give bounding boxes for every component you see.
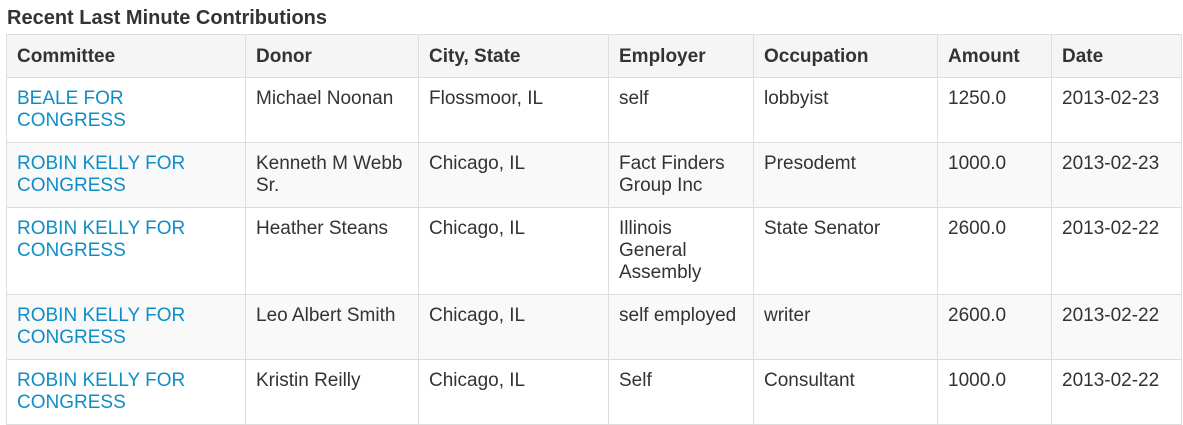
header-amount: Amount	[937, 34, 1052, 78]
header-donor: Donor	[245, 34, 419, 78]
cell-date: 2013-02-22	[1051, 207, 1182, 295]
cell-date: 2013-02-23	[1051, 142, 1182, 208]
committee-link[interactable]: BEALE FOR CONGRESS	[17, 88, 126, 131]
cell-amount: 1000.0	[937, 359, 1052, 425]
committee-link[interactable]: ROBIN KELLY FOR CONGRESS	[17, 370, 186, 413]
cell-committee: ROBIN KELLY FOR CONGRESS	[6, 294, 246, 360]
cell-date: 2013-02-23	[1051, 77, 1182, 143]
table-body: BEALE FOR CONGRESS Michael Noonan Flossm…	[6, 77, 1182, 425]
cell-employer: Illinois General Assembly	[608, 207, 754, 295]
cell-city-state: Chicago, IL	[418, 142, 609, 208]
cell-donor: Michael Noonan	[245, 77, 419, 143]
table-row: ROBIN KELLY FOR CONGRESS Kristin Reilly …	[6, 359, 1182, 425]
table-header: Committee Donor City, State Employer Occ…	[6, 34, 1182, 78]
table-row: ROBIN KELLY FOR CONGRESS Leo Albert Smit…	[6, 294, 1182, 360]
header-committee: Committee	[6, 34, 246, 78]
cell-employer: self	[608, 77, 754, 143]
cell-amount: 2600.0	[937, 207, 1052, 295]
section-title: Recent Last Minute Contributions	[7, 7, 327, 29]
cell-occupation: Presodemt	[753, 142, 938, 208]
header-occupation: Occupation	[753, 34, 938, 78]
cell-donor: Heather Steans	[245, 207, 419, 295]
contributions-table: Committee Donor City, State Employer Occ…	[6, 34, 1182, 425]
cell-city-state: Chicago, IL	[418, 294, 609, 360]
cell-amount: 2600.0	[937, 294, 1052, 360]
cell-committee: ROBIN KELLY FOR CONGRESS	[6, 142, 246, 208]
table-row: ROBIN KELLY FOR CONGRESS Heather Steans …	[6, 207, 1182, 295]
header-row: Committee Donor City, State Employer Occ…	[6, 34, 1182, 78]
committee-link[interactable]: ROBIN KELLY FOR CONGRESS	[17, 305, 186, 348]
header-date: Date	[1051, 34, 1182, 78]
cell-donor: Kenneth M Webb Sr.	[245, 142, 419, 208]
cell-committee: ROBIN KELLY FOR CONGRESS	[6, 359, 246, 425]
cell-date: 2013-02-22	[1051, 294, 1182, 360]
table-row: BEALE FOR CONGRESS Michael Noonan Flossm…	[6, 77, 1182, 143]
cell-occupation: Consultant	[753, 359, 938, 425]
cell-amount: 1250.0	[937, 77, 1052, 143]
committee-link[interactable]: ROBIN KELLY FOR CONGRESS	[17, 218, 186, 261]
cell-date: 2013-02-22	[1051, 359, 1182, 425]
cell-city-state: Chicago, IL	[418, 207, 609, 295]
cell-employer: Self	[608, 359, 754, 425]
cell-committee: BEALE FOR CONGRESS	[6, 77, 246, 143]
cell-city-state: Flossmoor, IL	[418, 77, 609, 143]
cell-employer: self employed	[608, 294, 754, 360]
cell-committee: ROBIN KELLY FOR CONGRESS	[6, 207, 246, 295]
cell-donor: Leo Albert Smith	[245, 294, 419, 360]
cell-employer: Fact Finders Group Inc	[608, 142, 754, 208]
header-city-state: City, State	[418, 34, 609, 78]
committee-link[interactable]: ROBIN KELLY FOR CONGRESS	[17, 153, 186, 196]
table-row: ROBIN KELLY FOR CONGRESS Kenneth M Webb …	[6, 142, 1182, 208]
cell-occupation: lobbyist	[753, 77, 938, 143]
cell-occupation: writer	[753, 294, 938, 360]
cell-amount: 1000.0	[937, 142, 1052, 208]
cell-donor: Kristin Reilly	[245, 359, 419, 425]
cell-occupation: State Senator	[753, 207, 938, 295]
header-employer: Employer	[608, 34, 754, 78]
cell-city-state: Chicago, IL	[418, 359, 609, 425]
